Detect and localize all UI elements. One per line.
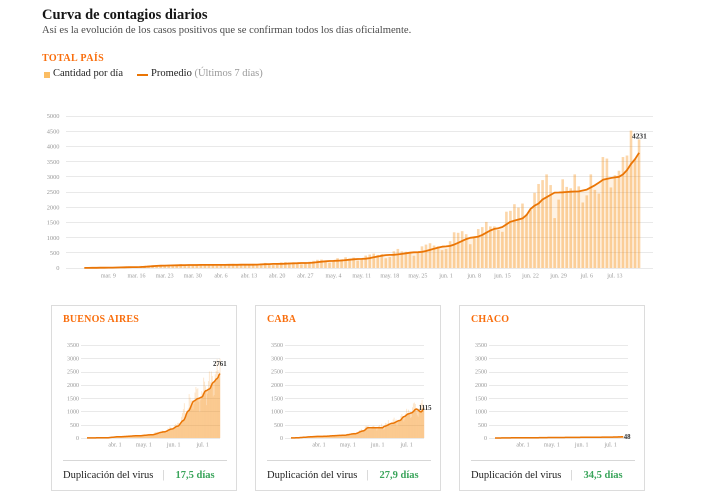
svg-text:may. 4: may. 4 [326,274,342,280]
svg-text:mar. 23: mar. 23 [156,274,174,280]
svg-text:abr. 1: abr. 1 [312,443,325,449]
svg-text:0: 0 [280,436,283,442]
svg-text:2000: 2000 [67,383,79,389]
svg-text:jun. 29: jun. 29 [549,274,567,280]
svg-text:2761: 2761 [213,361,227,368]
svg-text:5000: 5000 [47,113,60,120]
svg-text:1115: 1115 [419,405,432,412]
svg-text:abr. 13: abr. 13 [241,274,257,280]
svg-text:3000: 3000 [475,356,487,362]
svg-text:3000: 3000 [47,174,60,181]
svg-text:may. 18: may. 18 [380,274,399,280]
svg-text:2500: 2500 [67,370,79,376]
svg-text:3500: 3500 [475,343,487,349]
svg-text:jun. 1: jun. 1 [166,443,181,449]
svg-text:48: 48 [624,434,631,441]
svg-text:jul. 6: jul. 6 [580,274,593,280]
svg-text:may. 11: may. 11 [352,274,371,280]
svg-text:500: 500 [478,423,487,429]
svg-text:abr. 6: abr. 6 [214,274,227,280]
svg-text:may. 25: may. 25 [408,274,427,280]
svg-text:1000: 1000 [475,410,487,416]
svg-text:jun. 1: jun. 1 [438,274,453,280]
svg-text:1500: 1500 [271,396,283,402]
svg-text:abr. 27: abr. 27 [297,274,313,280]
svg-text:3500: 3500 [67,343,79,349]
svg-text:2500: 2500 [47,189,60,196]
svg-text:mar. 16: mar. 16 [128,274,146,280]
svg-text:1000: 1000 [47,235,60,242]
svg-text:2000: 2000 [475,383,487,389]
svg-text:abr. 1: abr. 1 [108,443,121,449]
svg-text:2000: 2000 [47,204,60,211]
svg-text:4500: 4500 [47,128,60,135]
svg-text:may. 1: may. 1 [136,443,152,449]
svg-text:jul. 1: jul. 1 [604,443,617,449]
svg-text:2000: 2000 [271,383,283,389]
svg-text:0: 0 [76,436,79,442]
svg-text:3500: 3500 [271,343,283,349]
svg-text:500: 500 [274,423,283,429]
svg-text:0: 0 [484,436,487,442]
svg-text:jul. 1: jul. 1 [400,443,413,449]
svg-text:2500: 2500 [271,370,283,376]
svg-text:3000: 3000 [271,356,283,362]
svg-text:1500: 1500 [67,396,79,402]
svg-text:abr. 1: abr. 1 [516,443,529,449]
svg-text:jul. 13: jul. 13 [606,274,622,280]
svg-text:4000: 4000 [47,144,60,151]
svg-text:jun. 8: jun. 8 [466,274,481,280]
svg-text:3000: 3000 [67,356,79,362]
svg-text:jul. 1: jul. 1 [196,443,209,449]
svg-text:4231: 4231 [632,132,647,141]
svg-text:2500: 2500 [475,370,487,376]
svg-text:may. 1: may. 1 [340,443,356,449]
svg-text:1500: 1500 [475,396,487,402]
svg-text:abr. 20: abr. 20 [269,274,285,280]
svg-text:jun. 1: jun. 1 [574,443,589,449]
svg-text:mar. 9: mar. 9 [101,274,116,280]
svg-text:jun. 1: jun. 1 [370,443,385,449]
svg-text:1000: 1000 [67,410,79,416]
svg-text:may. 1: may. 1 [544,443,560,449]
svg-text:jun. 15: jun. 15 [493,274,511,280]
svg-text:jun. 22: jun. 22 [521,274,539,280]
svg-text:0: 0 [56,265,59,272]
svg-text:3500: 3500 [47,159,60,166]
svg-text:1000: 1000 [271,410,283,416]
svg-text:500: 500 [70,423,79,429]
svg-text:1500: 1500 [47,220,60,227]
svg-text:mar. 30: mar. 30 [184,274,202,280]
svg-text:500: 500 [50,250,60,257]
